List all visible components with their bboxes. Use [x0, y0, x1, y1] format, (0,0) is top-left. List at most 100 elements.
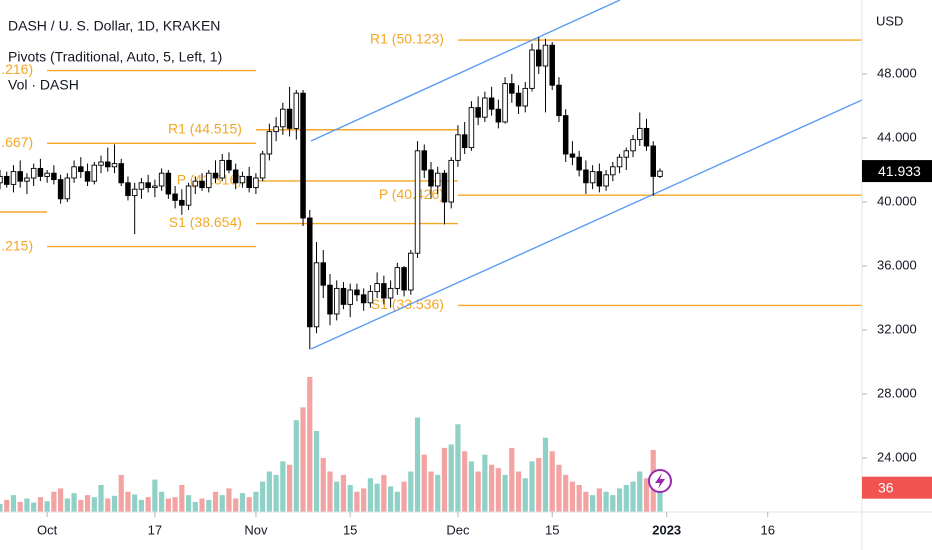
- volume-bar: [44, 501, 50, 512]
- x-tick-label: Oct: [37, 522, 58, 537]
- candle-body: [286, 108, 293, 129]
- volume-bar: [455, 424, 461, 512]
- volume-bar: [239, 493, 246, 512]
- volume-bar: [435, 474, 441, 512]
- candle-body: [509, 83, 515, 94]
- candle-body: [145, 182, 151, 189]
- candle-body: [246, 175, 252, 189]
- volume-bar: [185, 495, 192, 512]
- candle-body: [569, 153, 576, 158]
- volume-bar: [367, 478, 373, 512]
- volume-bar: [165, 498, 171, 512]
- volume-bar: [340, 474, 347, 512]
- candle-body: [482, 97, 488, 118]
- volume-bar: [596, 488, 602, 512]
- candle-body: [502, 83, 508, 123]
- last-price-box: [862, 160, 932, 183]
- candle-body: [441, 172, 448, 203]
- volume-bar: [260, 481, 266, 512]
- candle-body: [320, 262, 327, 286]
- candle-body: [199, 180, 205, 189]
- volume-bar: [522, 478, 528, 512]
- volume-bar: [583, 491, 589, 512]
- candle-body: [576, 156, 582, 171]
- candle-body: [643, 127, 650, 147]
- candle-body: [179, 199, 185, 206]
- candle-body: [57, 179, 64, 200]
- volume-bar: [616, 488, 623, 512]
- volume-bar: [441, 447, 448, 512]
- last-volume-label: 36: [878, 479, 894, 495]
- volume-bar: [482, 454, 488, 512]
- candle-body: [111, 163, 118, 168]
- indicator-label[interactable]: Pivots (Traditional, Auto, 5, Left, 1): [8, 49, 222, 65]
- candle-body: [37, 167, 44, 177]
- candle-body: [448, 159, 454, 203]
- candle-body: [529, 49, 535, 89]
- volume-bar: [509, 447, 515, 512]
- volume-bar: [361, 488, 367, 512]
- candle-body: [475, 107, 481, 118]
- y-tick-label: 24.000: [877, 449, 917, 464]
- pivot-label: R1 (44.515): [168, 120, 242, 136]
- y-tick-label: 36.000: [877, 257, 917, 272]
- volume-bar: [293, 420, 299, 512]
- volume-bar: [502, 474, 508, 512]
- volume-bar: [246, 497, 252, 512]
- x-tick-label: 15: [343, 522, 357, 537]
- volume-bar: [576, 485, 582, 512]
- candle-body: [401, 267, 407, 291]
- candle-body: [307, 217, 313, 328]
- candle-body: [556, 84, 562, 117]
- volume-bar: [10, 495, 17, 512]
- candle-body: [158, 172, 165, 187]
- volume-bar: [320, 458, 326, 512]
- candle-body: [98, 161, 104, 166]
- candle-body: [408, 252, 414, 291]
- volume-bar: [374, 483, 380, 512]
- candle-body: [30, 167, 37, 179]
- candle-body: [232, 169, 239, 184]
- candle-body: [131, 188, 138, 197]
- candle-body: [118, 163, 124, 184]
- candle-body: [623, 150, 630, 158]
- volume-bar: [0, 503, 3, 512]
- pivot-label: .667): [1, 134, 33, 150]
- volume-bar: [199, 498, 205, 512]
- volume-bar: [515, 471, 522, 512]
- volume-bar: [590, 495, 596, 512]
- candle-body: [650, 145, 656, 177]
- x-tick-label: 17: [148, 522, 162, 537]
- x-tick-label: 16: [760, 522, 774, 537]
- lightning-icon[interactable]: [648, 469, 672, 493]
- volume-bar: [327, 471, 333, 512]
- volume-bar: [98, 485, 104, 512]
- channel-upper: [310, 0, 621, 142]
- candle-body: [219, 159, 225, 179]
- candle-body: [367, 291, 374, 304]
- candle-body: [192, 180, 199, 187]
- pivot-label: R1 (50.123): [370, 31, 444, 47]
- volume-bar: [643, 478, 650, 512]
- volume-bar: [24, 498, 30, 512]
- candle-body: [434, 172, 441, 187]
- volume-bar: [421, 454, 427, 512]
- candle-body: [152, 185, 158, 189]
- candle-body: [610, 166, 616, 176]
- candle-body: [596, 171, 603, 187]
- candle-body: [354, 289, 360, 296]
- volume-bar: [489, 464, 495, 512]
- candle-body: [293, 92, 300, 129]
- indicator-label[interactable]: Vol · DASH: [8, 77, 79, 93]
- volume-bar: [536, 458, 542, 512]
- candle-body: [64, 177, 71, 200]
- candle-body: [273, 126, 279, 133]
- candle-body: [165, 172, 172, 195]
- volume-bar: [71, 493, 77, 512]
- volume-bar: [152, 479, 158, 512]
- trend-channel: [310, 0, 862, 350]
- volume-bar: [37, 497, 44, 512]
- candle-body: [3, 175, 10, 185]
